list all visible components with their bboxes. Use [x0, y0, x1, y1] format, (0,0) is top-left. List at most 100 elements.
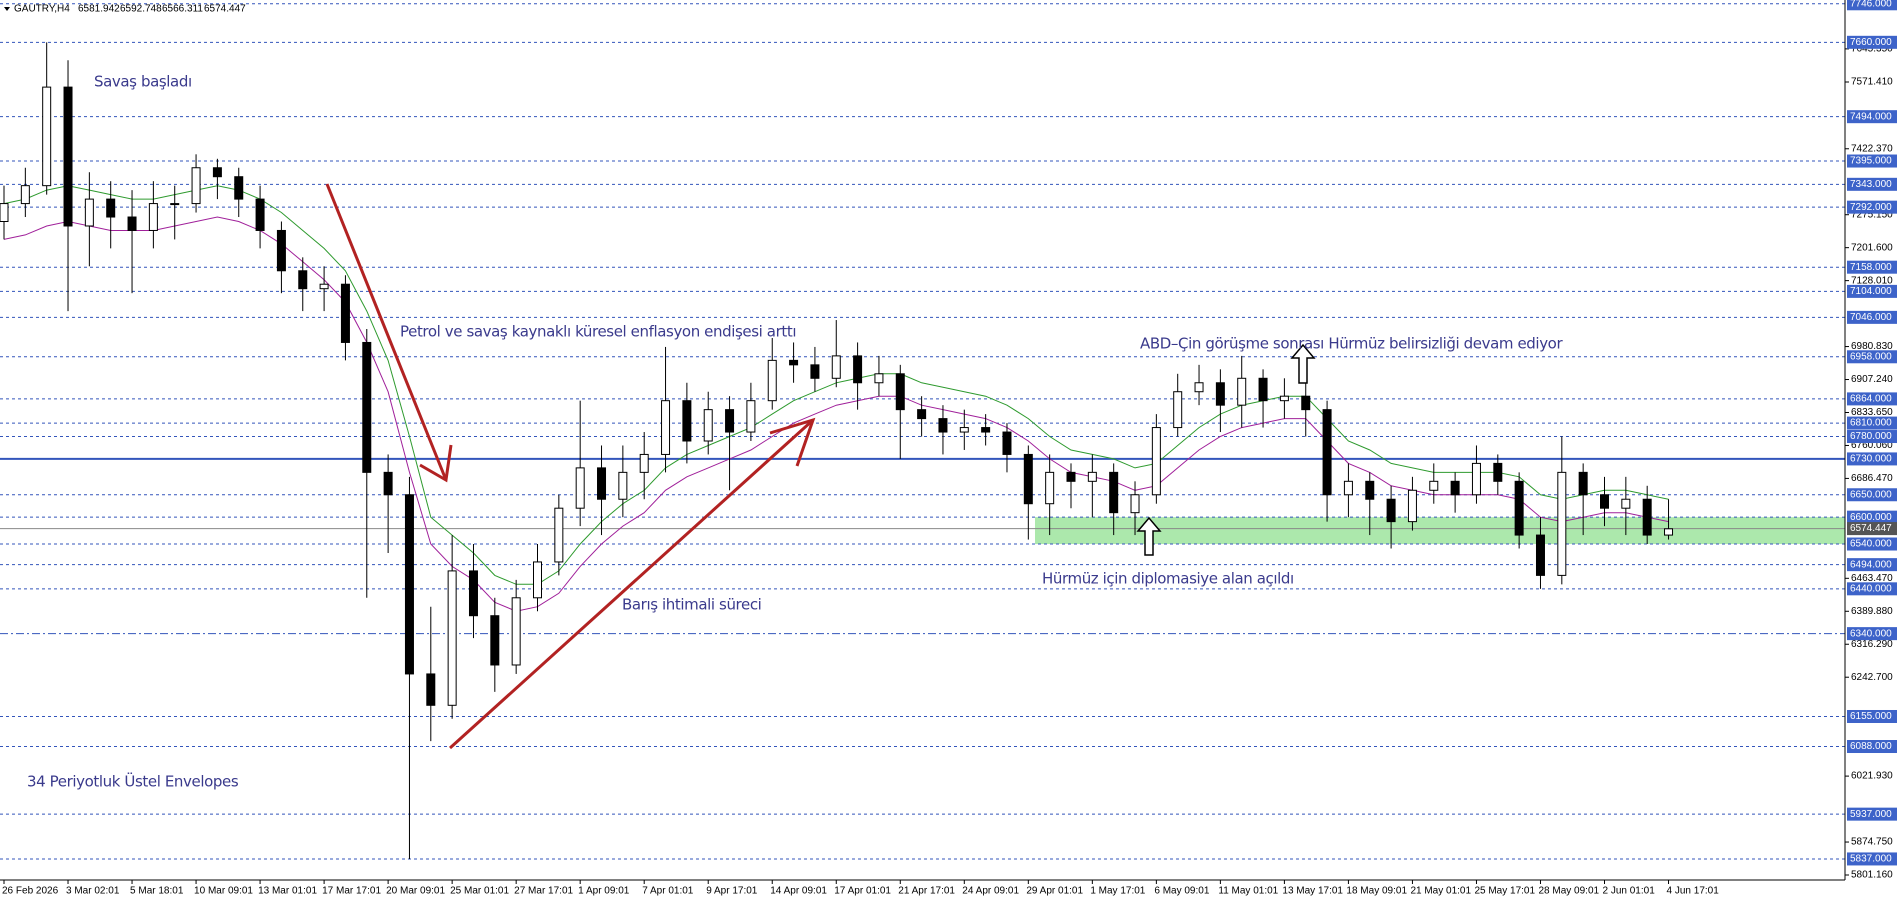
level-label: 5937.000 [1850, 809, 1892, 820]
candle-body [725, 409, 735, 433]
x-tick-label: 10 Mar 09:01 [194, 886, 253, 897]
y-tick-label: 6760.060 [1851, 440, 1893, 451]
level-label-box [1847, 582, 1897, 596]
level-label: 7292.000 [1850, 202, 1892, 213]
level-label-box [1847, 709, 1897, 723]
y-tick-label: 5801.160 [1851, 870, 1893, 881]
axis-background [0, 880, 1898, 899]
current-price-label: 6574.447 [1850, 523, 1892, 534]
candle-body [404, 494, 414, 675]
candle-body [1215, 382, 1225, 406]
candle-body [575, 467, 585, 509]
x-tick-label: 20 Mar 09:01 [386, 886, 445, 897]
x-tick-label: 26 Feb 2026 [2, 886, 59, 897]
annotation: Barış ihtimali süreci [622, 596, 761, 614]
candle-body [1279, 395, 1289, 402]
candle-body [234, 176, 244, 200]
y-tick-label: 7422.370 [1851, 143, 1893, 154]
level-label-box [1847, 807, 1897, 821]
x-tick-label: 1 Apr 09:01 [578, 886, 630, 897]
candle-body [1301, 395, 1311, 411]
candle-body [1066, 471, 1076, 482]
candle-body [1493, 462, 1503, 482]
arrow-head [419, 444, 453, 483]
candle-body [1365, 480, 1375, 500]
level-label: 7746.000 [1850, 0, 1892, 9]
y-tick-label: 6686.470 [1851, 473, 1893, 484]
x-tick-label: 9 Apr 17:01 [706, 886, 758, 897]
level-label-box [1847, 35, 1897, 49]
candle-body [746, 400, 756, 433]
candle-body [1514, 480, 1524, 536]
current-price-box [1847, 522, 1897, 536]
candle-body [682, 400, 692, 442]
x-tick-label: 14 Apr 09:01 [770, 886, 827, 897]
candle-body [468, 570, 478, 617]
level-label-box [1847, 154, 1897, 168]
candle-body [789, 359, 799, 366]
y-tick-label: 7571.410 [1851, 77, 1893, 88]
candle-body [1535, 534, 1545, 576]
candle-body [1407, 489, 1417, 523]
candle-body [703, 409, 713, 442]
level-label-box [1847, 510, 1897, 524]
level-label-box [1847, 627, 1897, 641]
candle-body [874, 373, 884, 384]
annotation: Savaş başladı [94, 73, 192, 91]
candle-body [1386, 498, 1396, 523]
level-label-box [1847, 310, 1897, 324]
candle-body [212, 167, 222, 178]
annotation: Petrol ve savaş kaynaklı küresel enflasy… [400, 323, 796, 341]
level-label-box [1847, 392, 1897, 406]
candle-body [831, 355, 841, 379]
menu-triangle[interactable] [4, 7, 10, 11]
x-tick-label: 18 May 09:01 [1346, 886, 1407, 897]
candle-body [1600, 494, 1609, 509]
candle-body [84, 198, 94, 227]
level-label: 6600.000 [1850, 512, 1892, 523]
candle-body [42, 86, 52, 187]
candle-body [895, 373, 905, 411]
level-label: 7494.000 [1850, 111, 1892, 122]
level-label: 7104.000 [1850, 286, 1892, 297]
y-tick-label: 7645.350 [1851, 44, 1893, 55]
x-tick-label: 29 Apr 01:01 [1026, 886, 1083, 897]
y-tick-label: 7201.600 [1851, 242, 1893, 253]
ohlc-open: 6581.942 [78, 4, 120, 15]
annotation: 34 Periyotluk Üstel Envelopes [27, 772, 239, 791]
candle-body [597, 467, 607, 500]
candle-body [447, 570, 457, 706]
up-arrow-icon [1136, 516, 1162, 556]
candle-body [618, 471, 628, 500]
candle-body [383, 471, 393, 496]
candle-body [148, 203, 158, 231]
candle-body [917, 409, 927, 420]
candle-body [1151, 427, 1161, 496]
candle-body [426, 673, 436, 706]
y-tick-label: 5874.750 [1851, 837, 1893, 848]
x-tick-label: 2 Jun 01:01 [1603, 886, 1656, 897]
y-tick-label: 6907.240 [1851, 374, 1893, 385]
level-label: 6088.000 [1850, 741, 1892, 752]
level-label: 7046.000 [1850, 312, 1892, 323]
candle-body [810, 364, 820, 379]
candle-body [1045, 471, 1055, 505]
candle-body [0, 203, 9, 223]
candle-body [170, 203, 180, 206]
candle-body [255, 198, 265, 231]
symbol: GAUTRY,H4 [14, 4, 70, 15]
level-label-box [1847, 260, 1897, 274]
candle-body [1557, 471, 1567, 576]
candle-body [554, 507, 564, 563]
level-label-box [1847, 110, 1897, 124]
candle-body [1450, 480, 1460, 496]
level-label-box [1847, 416, 1897, 430]
candle-body [511, 597, 521, 666]
level-label: 6958.000 [1850, 351, 1892, 362]
y-tick-label: 7275.150 [1851, 209, 1893, 220]
y-tick-label: 6980.830 [1851, 341, 1893, 352]
candle-body [1343, 480, 1353, 496]
x-tick-label: 25 May 17:01 [1474, 886, 1535, 897]
